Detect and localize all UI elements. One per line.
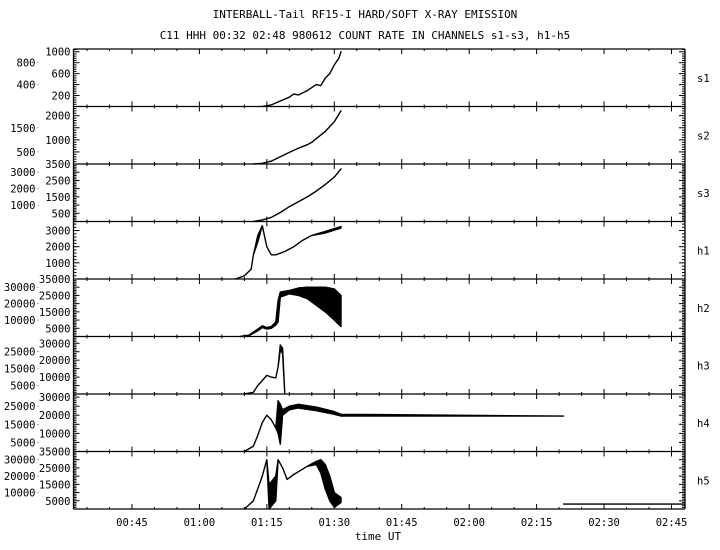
y-tick-label: 35000 — [39, 274, 71, 286]
x-tick-label: 02:30 — [588, 517, 620, 529]
y-tick-label: 500 — [52, 208, 71, 220]
series-s3-trace — [252, 168, 342, 223]
y-tick-label: 500 — [17, 147, 36, 159]
x-tick-label: 02:15 — [521, 517, 553, 529]
y-tick-label: 30000 — [4, 282, 36, 294]
y-tick-label: 10000 — [4, 488, 36, 500]
chart-subtitle: C11 HHH 00:32 02:48 980612 COUNT RATE IN… — [160, 29, 571, 42]
series-h2-trace — [239, 286, 342, 338]
y-tick-label: 1500 — [10, 123, 35, 135]
y-tick-label: 2500 — [45, 175, 70, 187]
y-tick-label: 10000 — [39, 428, 71, 440]
y-tick-label: 5000 — [45, 323, 70, 335]
y-tick-label: 30000 — [39, 338, 71, 350]
panel-h1: h1 3000 2000 1000 — [45, 223, 710, 280]
panel-label-s1: s1 — [697, 73, 710, 85]
series-h4-trace — [243, 400, 565, 453]
y-tick-label: 1000 — [10, 200, 35, 212]
panel-s1: s1 1000 800 600 400 200 — [17, 47, 710, 108]
y-tick-label: 15000 — [4, 419, 36, 431]
y-tick-label: 400 — [17, 80, 36, 92]
y-tick-label: 5000 — [10, 437, 35, 449]
panel-label-h3: h3 — [697, 360, 710, 372]
series-s1-trace — [261, 51, 342, 108]
y-tick-label: 20000 — [39, 355, 71, 367]
y-tick-label: 15000 — [39, 307, 71, 319]
series-h1-trace — [234, 224, 342, 280]
x-tick-label: 01:45 — [386, 517, 418, 529]
x-tick-label: 01:00 — [184, 517, 216, 529]
y-tick-label: 600 — [52, 69, 71, 81]
series-h5-trace — [243, 459, 342, 510]
y-tick-label: 25000 — [39, 290, 71, 302]
y-tick-label: 3500 — [45, 159, 70, 171]
y-tick-label: 1500 — [45, 192, 70, 204]
x-axis-label: time UT — [355, 530, 402, 543]
panel-label-s3: s3 — [697, 188, 710, 200]
y-tick-label: 1000 — [45, 258, 70, 270]
y-tick-label: 1000 — [45, 47, 70, 59]
y-tick-label: 25000 — [4, 347, 36, 359]
y-tick-label: 20000 — [4, 299, 36, 311]
panel-label-s2: s2 — [697, 130, 710, 142]
panel-s2: s2 2000 1500 1000 500 — [10, 107, 710, 165]
y-tick-label: 800 — [17, 58, 36, 70]
x-tick-label: 02:45 — [656, 517, 688, 529]
y-tick-label: 5000 — [10, 381, 35, 393]
y-tick-label: 2000 — [45, 242, 70, 254]
y-tick-label: 30000 — [4, 455, 36, 467]
y-tick-label: 5000 — [45, 496, 70, 508]
y-tick-label: 35000 — [39, 447, 71, 459]
panel-label-h2: h2 — [697, 303, 710, 315]
y-tick-label: 200 — [52, 91, 71, 103]
panel-s3: s3 3500 3000 2500 2000 1500 1000 500 — [10, 159, 710, 223]
y-tick-label: 30000 — [39, 392, 71, 404]
x-tick-label: 01:15 — [251, 517, 283, 529]
y-tick-label: 25000 — [4, 401, 36, 413]
y-tick-label: 3000 — [45, 226, 70, 238]
y-tick-label: 20000 — [39, 410, 71, 422]
panel-label-h4: h4 — [697, 418, 710, 430]
y-tick-label: 2000 — [45, 111, 70, 123]
series-s2-trace — [252, 110, 342, 165]
series-h3-trace — [243, 344, 286, 395]
x-tick-label: 00:45 — [116, 517, 148, 529]
panel-label-h5: h5 — [697, 475, 710, 487]
y-tick-label: 10000 — [4, 315, 36, 327]
chart-title: INTERBALL-Tail RF15-I HARD/SOFT X-RAY EM… — [213, 8, 518, 21]
y-tick-label: 1000 — [45, 135, 70, 147]
y-tick-label: 10000 — [39, 372, 71, 384]
y-tick-label: 20000 — [4, 471, 36, 483]
y-tick-label: 15000 — [4, 364, 36, 376]
y-tick-label: 2000 — [10, 184, 35, 196]
y-tick-label: 25000 — [39, 463, 71, 475]
y-tick-label: 15000 — [39, 479, 71, 491]
panel-label-h1: h1 — [697, 245, 710, 257]
x-tick-label: 01:30 — [318, 517, 350, 529]
x-tick-label: 02:00 — [453, 517, 485, 529]
y-tick-label: 3000 — [10, 167, 35, 179]
